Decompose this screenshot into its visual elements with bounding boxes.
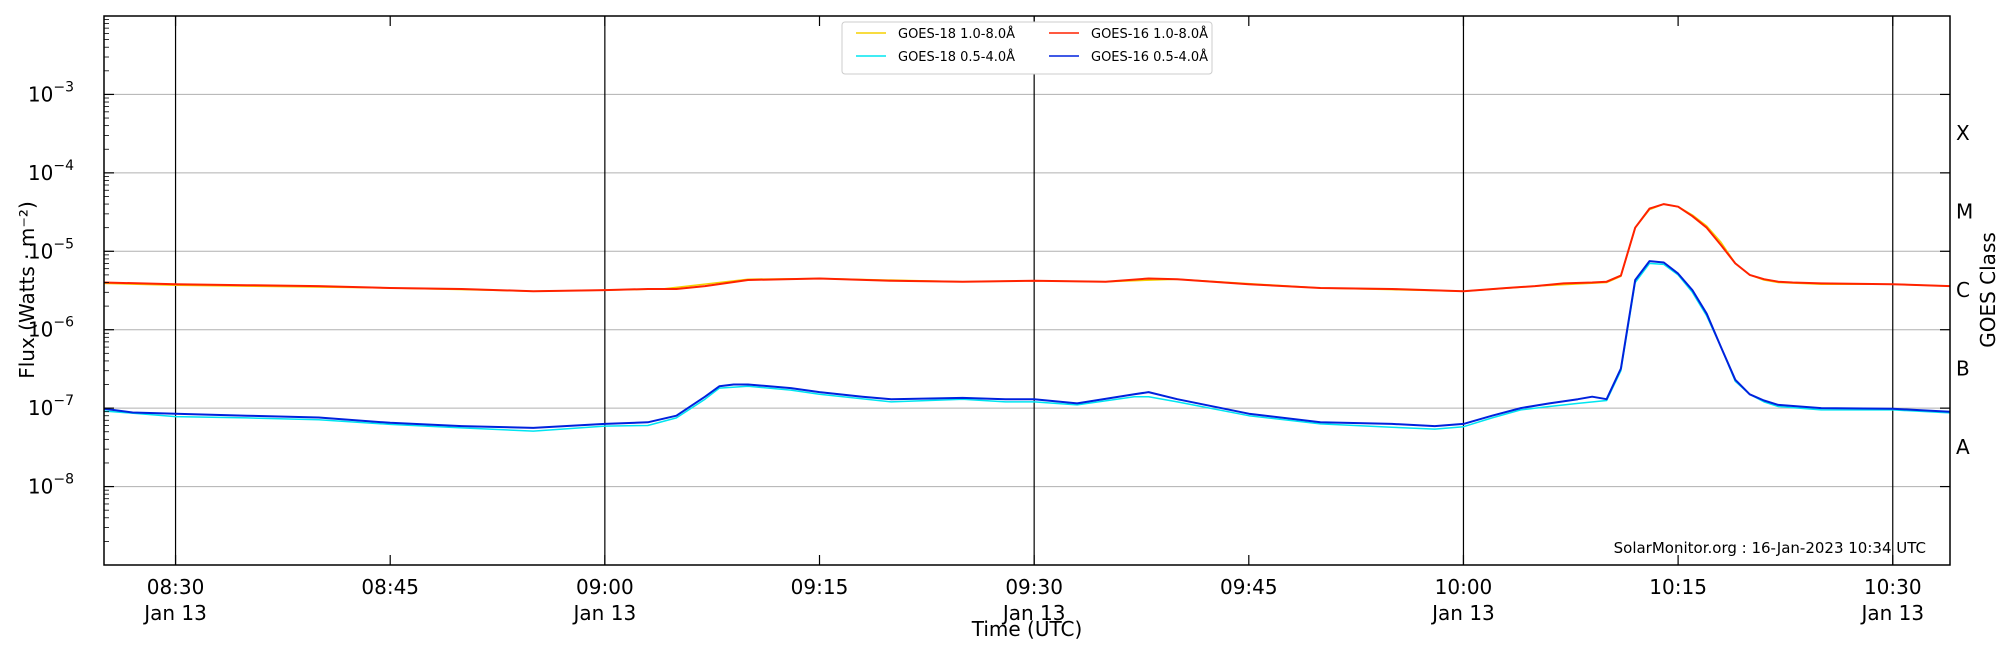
x-tick-label: 10:30	[1864, 575, 1922, 599]
credit-text: SolarMonitor.org : 16-Jan-2023 10:34 UTC	[1614, 539, 1926, 557]
goes-class-label: B	[1956, 357, 1970, 381]
y-tick-label: 10−6	[28, 315, 74, 342]
legend-label: GOES-18 0.5-4.0Å	[898, 49, 1015, 65]
legend-items: GOES-18 1.0-8.0Å GOES-18 0.5-4.0Å GOES-16 …	[856, 26, 1208, 65]
x-tick-label: 08:45	[361, 575, 419, 599]
x-tick-date-label: Jan 13	[1430, 601, 1495, 625]
y-axis-ticks: 10−8 10−7 10−6 10−5 10−4 10−3	[28, 19, 1950, 542]
x-tick-label: 08:30	[147, 575, 205, 599]
goes-class-label: X	[1956, 121, 1970, 145]
legend-label: GOES-16 1.0-8.0Å	[1091, 26, 1208, 42]
goes-class-label: M	[1956, 200, 1973, 224]
goes-class-labels: A B C M X	[1956, 121, 1973, 459]
y-tick-label: 10−8	[28, 472, 74, 499]
legend-label: GOES-18 1.0-8.0Å	[898, 26, 1015, 42]
series-line	[103, 203, 1951, 292]
y-tick-label: 10−7	[28, 393, 74, 420]
y-tick-label: 10−3	[28, 79, 74, 106]
x-tick-label: 10:15	[1649, 575, 1707, 599]
legend-box	[841, 21, 1213, 75]
y-tick-label: 10−4	[28, 158, 74, 185]
gridlines	[104, 93, 1950, 488]
y-axis-title: Flux (Watts · m⁻²)	[15, 201, 39, 379]
x-tick-date-label: Jan 13	[1859, 601, 1924, 625]
y-tick-label: 10−5	[28, 236, 74, 263]
goes-class-label: C	[1956, 278, 1970, 302]
x-tick-date-label: Jan 13	[142, 601, 207, 625]
x-tick-label: 09:00	[576, 575, 634, 599]
x-tick-date-label: Jan 13	[572, 601, 637, 625]
day-boundary-lines	[174, 16, 1894, 565]
x-tick-label: 09:45	[1220, 575, 1278, 599]
x-tick-date-label: Jan 13	[1001, 601, 1066, 625]
data-series	[103, 203, 1951, 432]
x-axis-title: Time (UTC)	[971, 617, 1083, 641]
legend: GOES-18 1.0-8.0Å GOES-18 0.5-4.0Å GOES-16 …	[841, 21, 1213, 75]
x-tick-label: 09:15	[791, 575, 849, 599]
goes-class-label: A	[1956, 435, 1970, 459]
y2-axis-title: GOES Class	[1976, 232, 2000, 348]
x-tick-label: 10:00	[1435, 575, 1493, 599]
series-line	[103, 203, 1951, 293]
legend-label: GOES-16 0.5-4.0Å	[1091, 49, 1208, 65]
x-tick-label: 09:30	[1005, 575, 1063, 599]
plot-frame	[103, 15, 1951, 566]
series-line	[103, 260, 1951, 429]
